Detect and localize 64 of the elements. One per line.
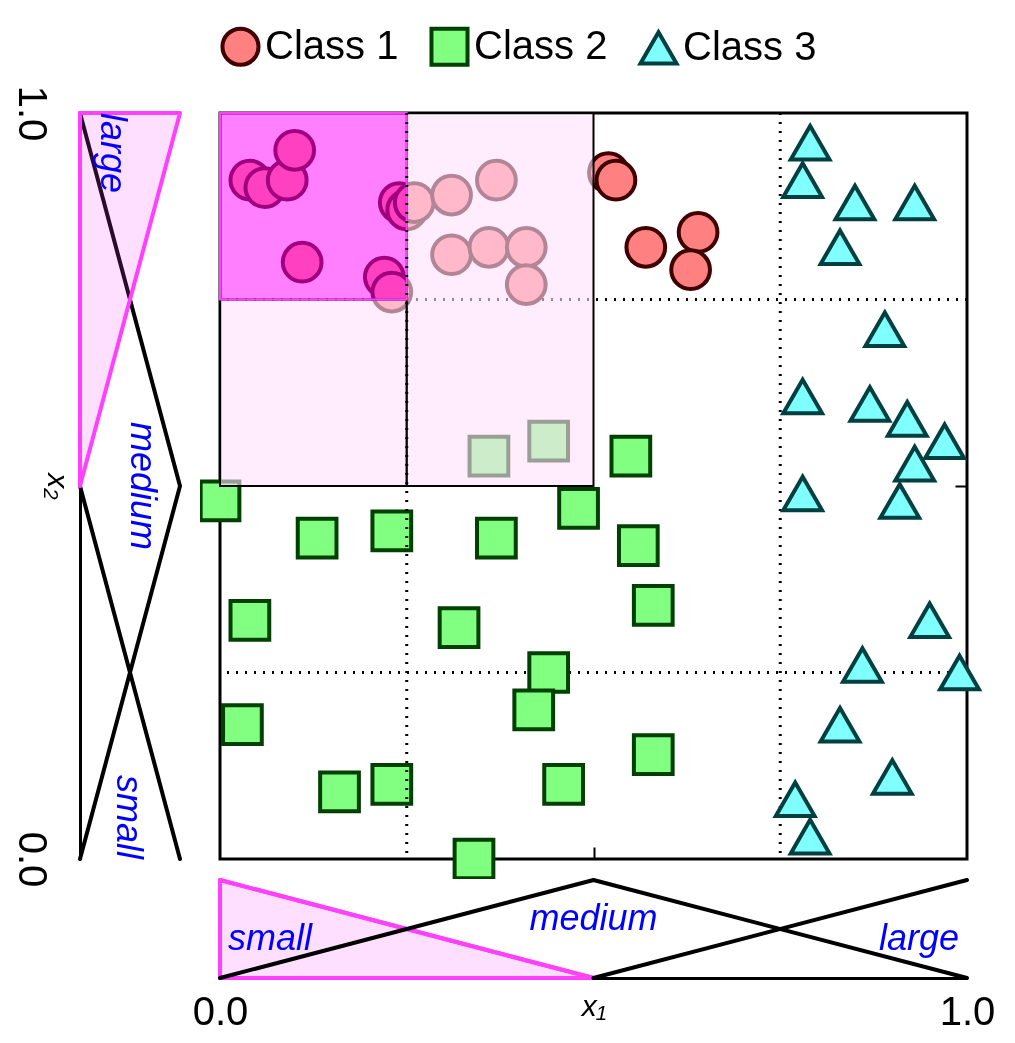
point (817, 226, 863, 267)
point (780, 375, 826, 416)
point (906, 599, 953, 640)
point (781, 161, 825, 199)
point (616, 524, 660, 568)
point (788, 817, 832, 856)
legend-label: Class 3 (683, 23, 817, 68)
point (467, 434, 511, 478)
text: small (109, 774, 150, 860)
point (669, 248, 712, 291)
point (280, 240, 324, 284)
point (430, 233, 473, 277)
point (609, 434, 653, 478)
series-label: medium (529, 897, 658, 939)
point (392, 181, 436, 224)
point (430, 173, 473, 217)
point (818, 705, 862, 744)
x-axis-title: x₁ (579, 988, 607, 1022)
series-label: large (93, 113, 134, 194)
point (527, 651, 571, 694)
point (504, 263, 548, 306)
point (437, 606, 481, 650)
point (885, 400, 929, 438)
point (892, 181, 938, 222)
point (527, 419, 571, 463)
point (892, 442, 938, 483)
point (475, 158, 518, 202)
point (228, 598, 272, 642)
point (788, 124, 832, 162)
point (295, 516, 339, 560)
point (542, 763, 585, 806)
point (862, 308, 908, 349)
point (631, 583, 675, 627)
point (512, 688, 556, 732)
legend-label: Class 2 (474, 22, 608, 67)
point (870, 758, 914, 796)
point (772, 778, 818, 819)
y-axis-title: x₂ (41, 471, 75, 501)
point (923, 422, 966, 461)
point (594, 158, 638, 202)
legend-label: Class 1 (265, 22, 399, 67)
point (832, 181, 878, 222)
point (475, 516, 518, 560)
series-label: large (878, 916, 959, 958)
point (273, 128, 317, 172)
point (848, 385, 892, 423)
point (676, 211, 720, 254)
point (504, 225, 548, 269)
point (370, 270, 414, 314)
point (452, 837, 496, 879)
text: medium (123, 421, 164, 551)
point (631, 733, 675, 776)
point (370, 509, 414, 553)
point (557, 487, 600, 530)
point (936, 651, 983, 692)
series-label: small (228, 916, 314, 958)
point (780, 472, 826, 513)
point (318, 770, 361, 814)
point (370, 763, 414, 806)
point (221, 703, 264, 747)
point (200, 479, 242, 523)
point (624, 225, 668, 269)
point (878, 482, 922, 520)
point (841, 646, 884, 684)
